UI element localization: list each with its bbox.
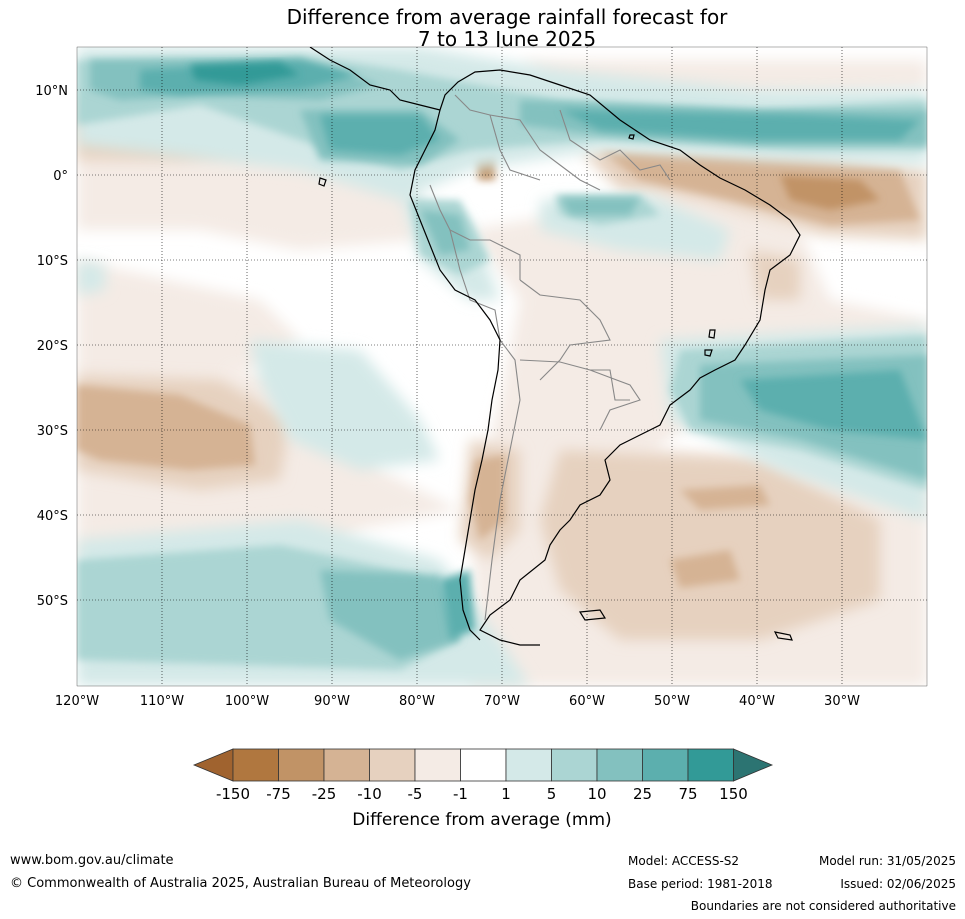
colorbar-swatch-3 bbox=[323, 748, 370, 782]
coastlines bbox=[309, 47, 801, 646]
map-frame bbox=[76, 46, 928, 687]
colorbar-swatch-2 bbox=[278, 748, 325, 782]
colorbar-tick-label: -25 bbox=[312, 785, 337, 803]
colorbar-low-extend bbox=[192, 748, 234, 782]
longitude-labels: 120°W 110°W 100°W 90°W 80°W 70°W 60°W 50… bbox=[55, 694, 860, 709]
colorbar-tick-label: -5 bbox=[408, 785, 423, 803]
map-title-line1: Difference from average rainfall forecas… bbox=[286, 5, 728, 29]
lon-label-70w: 70°W bbox=[484, 694, 520, 709]
model-run-label: Model run: 31/05/2025 bbox=[818, 854, 956, 868]
colorbar-swatch-6 bbox=[460, 748, 507, 782]
lon-label-120w: 120°W bbox=[55, 694, 99, 709]
lat-label-20s: 20°S bbox=[37, 339, 68, 354]
colorbar-tick-label: 1 bbox=[501, 785, 511, 803]
colorbar-swatch-4 bbox=[369, 748, 416, 782]
lat-label-40s: 40°S bbox=[37, 509, 68, 524]
website-link[interactable]: www.bom.gov.au/climate bbox=[10, 853, 174, 868]
anomaly-field bbox=[77, 47, 927, 686]
colorbar-swatch-8 bbox=[551, 748, 598, 782]
country-borders bbox=[429, 94, 671, 621]
colorbar: -150 -75 -25 -10 -5 -1 1 5 10 25 75 150 … bbox=[192, 748, 774, 830]
colorbar-tick-label: 25 bbox=[633, 785, 652, 803]
colorbar-tick-label: -75 bbox=[266, 785, 291, 803]
colorbar-title: Difference from average (mm) bbox=[352, 810, 611, 830]
colorbar-swatch-5 bbox=[414, 748, 461, 782]
lon-label-60w: 60°W bbox=[569, 694, 605, 709]
lon-label-50w: 50°W bbox=[654, 694, 690, 709]
lon-label-40w: 40°W bbox=[739, 694, 775, 709]
latitude-labels: 10°N 0° 10°S 20°S 30°S 40°S 50°S bbox=[35, 84, 68, 609]
colorbar-tick-label: -150 bbox=[216, 785, 250, 803]
colorbar-swatch-7 bbox=[505, 748, 552, 782]
model-label: Model: ACCESS-S2 bbox=[628, 854, 740, 868]
lon-label-110w: 110°W bbox=[140, 694, 184, 709]
map-title-line2: 7 to 13 June 2025 bbox=[417, 27, 597, 51]
colorbar-high-extend bbox=[733, 748, 774, 782]
lon-label-30w: 30°W bbox=[824, 694, 860, 709]
issued-label: Issued: 02/06/2025 bbox=[840, 877, 956, 891]
base-period-label: Base period: 1981-2018 bbox=[628, 877, 773, 891]
colorbar-swatch-9 bbox=[596, 748, 643, 782]
colorbar-tick-label: -1 bbox=[453, 785, 468, 803]
colorbar-swatch-10 bbox=[642, 748, 689, 782]
lat-label-10s: 10°S bbox=[37, 254, 68, 269]
copyright-text: © Commonwealth of Australia 2025, Austra… bbox=[10, 876, 471, 891]
colorbar-tick-label: 5 bbox=[547, 785, 557, 803]
colorbar-swatch-11 bbox=[687, 748, 734, 782]
graticule bbox=[77, 47, 927, 686]
lon-label-90w: 90°W bbox=[314, 694, 350, 709]
disclaimer-text: Boundaries are not considered authoritat… bbox=[690, 899, 956, 913]
colorbar-tick-label: 150 bbox=[719, 785, 748, 803]
lon-label-80w: 80°W bbox=[399, 694, 435, 709]
wet-extreme-areas bbox=[190, 62, 300, 85]
lat-label-50s: 50°S bbox=[37, 594, 68, 609]
colorbar-tick-label: 75 bbox=[678, 785, 697, 803]
lat-label-30s: 30°S bbox=[37, 424, 68, 439]
lat-label-10n: 10°N bbox=[35, 84, 68, 99]
colorbar-tick-label: -10 bbox=[357, 785, 382, 803]
colorbar-swatch-1 bbox=[232, 748, 279, 782]
colorbar-tick-label: 10 bbox=[587, 785, 606, 803]
lon-label-100w: 100°W bbox=[225, 694, 269, 709]
lat-label-0: 0° bbox=[53, 169, 68, 184]
